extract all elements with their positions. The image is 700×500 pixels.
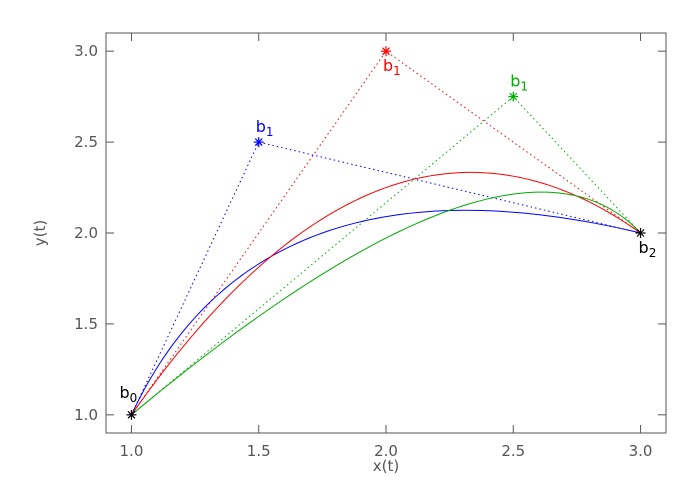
control-point-label-1: b1: [383, 56, 401, 78]
end-point-marker: [635, 228, 646, 238]
control-polygons: [131, 50, 641, 416]
y-axis-ticks: 1.0 1.5 2.0 2.5 3.0: [74, 42, 666, 424]
control-point-marker-2: [508, 91, 519, 102]
y-tick-label: 2.5: [74, 133, 98, 151]
control-polygon-1: [131, 50, 641, 416]
y-axis-title: y(t): [31, 220, 49, 246]
point-markers: [126, 46, 646, 420]
point-labels: b1 b1 b1 b0 b2: [119, 56, 656, 405]
y-tick-label: 2.0: [74, 224, 98, 242]
x-tick-label: 3.0: [629, 442, 653, 460]
start-point-label: b0: [119, 383, 137, 405]
control-point-marker-1: [381, 46, 391, 57]
x-tick-label: 1.5: [247, 442, 271, 460]
end-point-label: b2: [639, 238, 657, 260]
bezier-curve-2: [131, 191, 641, 416]
control-polygon-2: [131, 95, 641, 416]
control-point-label-2: b1: [510, 72, 528, 94]
y-tick-label: 3.0: [74, 42, 98, 60]
control-point-label-0: b1: [256, 117, 274, 139]
x-tick-label: 2.5: [501, 442, 525, 460]
control-point-marker-0: [253, 137, 264, 148]
bezier-curve-1: [131, 171, 641, 416]
start-point-marker: [126, 409, 137, 420]
control-polygon-0: [131, 141, 641, 416]
x-axis-title: x(t): [373, 457, 399, 475]
x-tick-label: 2.0: [374, 442, 398, 460]
y-tick-label: 1.0: [74, 406, 98, 424]
bezier-curves: [130, 171, 641, 416]
plot-frame: [105, 32, 667, 434]
bezier-curve-0: [130, 209, 641, 416]
x-tick-label: 1.0: [120, 442, 144, 460]
y-tick-label: 1.5: [74, 315, 98, 333]
x-axis-ticks: 1.0 1.5 2.0 2.5 3.0: [120, 33, 653, 460]
